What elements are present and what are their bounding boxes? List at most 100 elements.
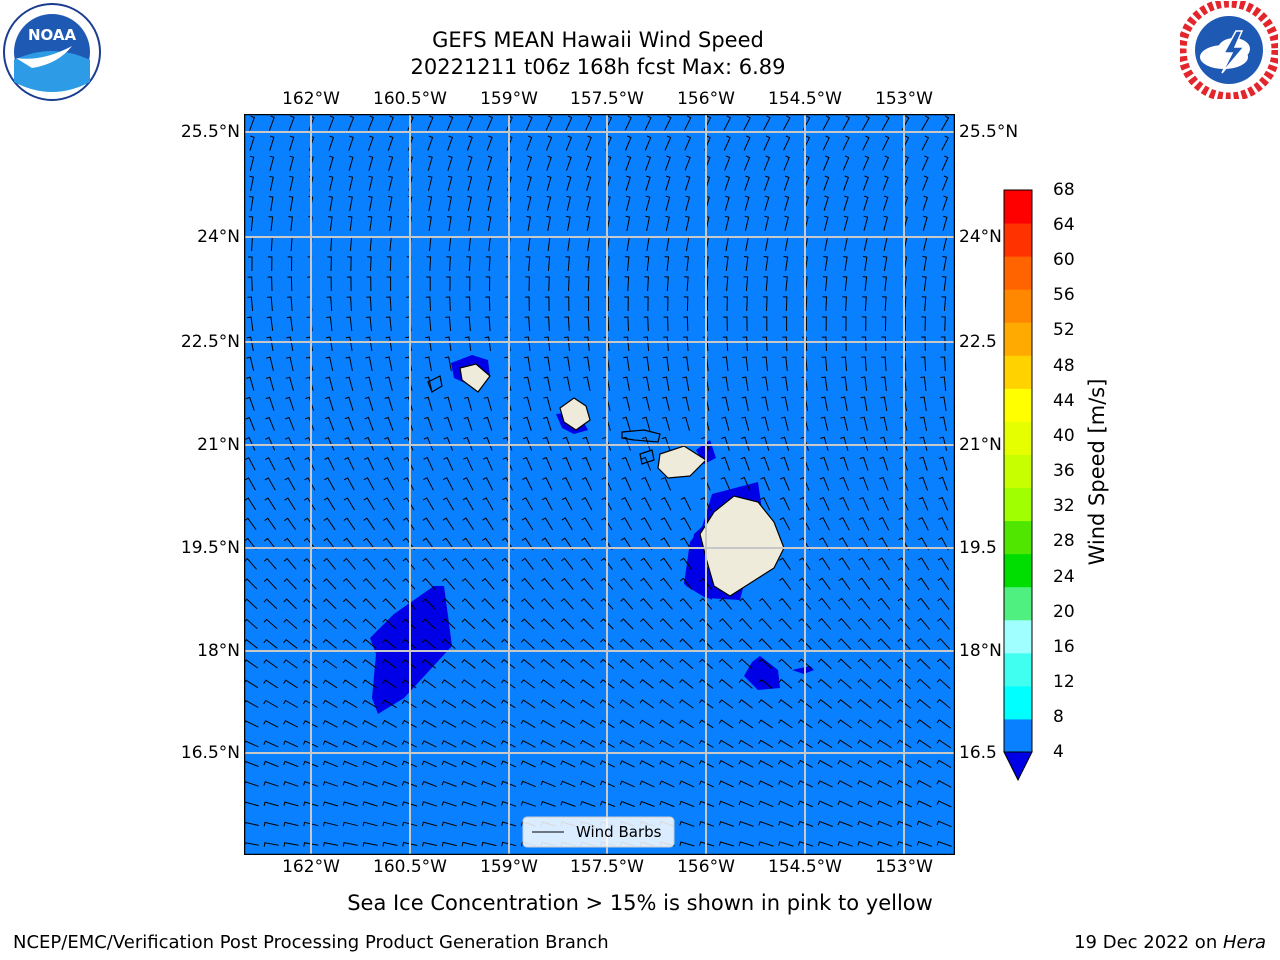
wind-barb: [583, 336, 590, 352]
wind-barb: [600, 537, 613, 551]
colorbar: [1003, 189, 1033, 782]
wind-barb: [580, 577, 594, 590]
wind-barb: [367, 256, 372, 272]
wind-barb: [723, 135, 731, 151]
wind-barb: [665, 175, 671, 191]
wind-barb: [942, 195, 948, 211]
wind-barb: [919, 416, 928, 431]
wind-barb: [342, 821, 358, 827]
wind-barb: [916, 698, 931, 709]
wind-barb: [263, 842, 279, 847]
wind-barb: [778, 618, 792, 630]
colorbar-swatch: [1004, 652, 1032, 687]
sea-ice-note: Sea Ice Concentration > 15% is shown in …: [347, 891, 933, 915]
wind-barb: [625, 195, 631, 211]
wind-barb: [619, 800, 635, 807]
wind-barb: [421, 740, 437, 748]
wind-barb: [265, 436, 276, 451]
wind-barb: [564, 316, 570, 332]
wind-barb: [897, 638, 911, 650]
wind-barb: [441, 740, 457, 748]
wind-barb: [761, 376, 769, 391]
wind-barb: [368, 175, 374, 191]
wind-barb: [502, 456, 513, 471]
wind-barb: [249, 196, 254, 211]
wind-barb: [263, 740, 279, 748]
wind-barb: [802, 316, 807, 331]
wind-barb: [582, 456, 592, 471]
wind-barb: [284, 436, 295, 451]
wind-barb: [481, 577, 495, 590]
wind-barb: [546, 195, 552, 211]
lat-tick: 25.5°N: [959, 122, 1019, 142]
wind-barb: [287, 276, 293, 292]
wind-barb: [659, 739, 675, 748]
wind-barb: [645, 175, 651, 191]
wind-barb: [661, 416, 671, 431]
wind-barb: [502, 477, 513, 491]
wind-barb: [383, 457, 395, 471]
wind-barb: [584, 276, 590, 292]
wind-barb: [362, 679, 377, 689]
wind-barb: [462, 557, 475, 570]
wind-barb: [600, 658, 615, 669]
wind-barb: [738, 780, 754, 788]
wind-barb: [500, 699, 516, 709]
wind-barb: [625, 215, 631, 231]
wind-barb: [881, 316, 887, 332]
wind-barb: [422, 537, 435, 550]
wind-barb: [562, 456, 572, 471]
colorbar-swatch: [1004, 487, 1032, 522]
wind-barb: [877, 820, 893, 828]
wind-barb: [342, 780, 358, 787]
wind-barb: [462, 497, 474, 511]
wind-barb: [385, 336, 393, 351]
wind-barb: [760, 456, 770, 471]
wind-barb: [343, 537, 356, 550]
wind-barb: [481, 679, 496, 689]
wind-barb: [660, 577, 673, 590]
wind-barb: [427, 175, 433, 191]
wind-barb: [286, 356, 294, 371]
wind-barb: [322, 659, 338, 669]
wind-barb: [679, 699, 694, 709]
colorbar-extend-arrow: [1003, 751, 1033, 782]
wind-barb: [822, 316, 827, 332]
wind-barb: [782, 296, 788, 312]
wind-barb: [780, 436, 790, 451]
wind-barb: [619, 739, 635, 748]
wind-barb: [917, 617, 931, 630]
wind-barb: [303, 537, 317, 550]
wind-barb: [916, 800, 932, 808]
wind-barb: [465, 296, 471, 312]
wind-barb: [541, 517, 554, 531]
wind-barb: [679, 638, 693, 650]
wind-barb: [662, 356, 670, 371]
wind-barb: [738, 699, 753, 709]
wind-barb: [936, 719, 951, 729]
wind-barb: [328, 175, 334, 191]
noaa-logo: NOAA: [2, 2, 102, 102]
wind-barb: [898, 537, 910, 551]
wind-barb: [877, 638, 891, 650]
wind-barb: [861, 336, 867, 352]
wind-barb: [722, 356, 729, 372]
wind-barb: [685, 215, 690, 231]
wind-barb: [526, 175, 532, 191]
wind-barb: [857, 780, 873, 788]
wind-barb: [563, 356, 571, 371]
wind-barb: [442, 537, 455, 550]
wind-barb: [643, 356, 650, 371]
wind-barb: [942, 215, 948, 231]
wind-barb: [289, 155, 295, 171]
wind-barb: [882, 276, 887, 291]
wind-barb: [540, 658, 555, 669]
wind-barb: [560, 598, 574, 610]
wind-barb: [362, 740, 378, 748]
wind-barb: [878, 557, 890, 571]
wind-barb: [763, 155, 771, 171]
wind-barb: [936, 678, 951, 690]
wind-barb: [718, 719, 734, 729]
wind-barb: [604, 316, 610, 332]
wind-barb: [362, 801, 378, 807]
